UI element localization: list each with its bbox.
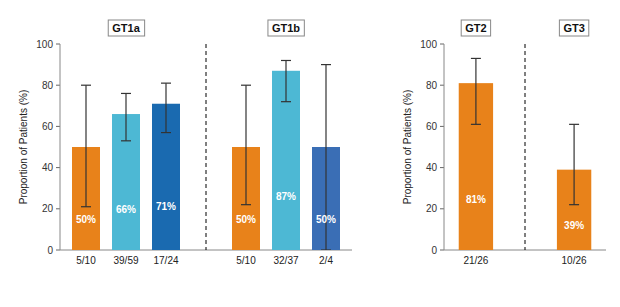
y-tick (440, 85, 444, 86)
error-bar (281, 60, 291, 101)
y-tick-label: 100 (36, 39, 53, 50)
y-tick-label: 60 (426, 121, 438, 132)
y-axis (60, 44, 61, 250)
data-label: 50% (236, 214, 256, 225)
error-bar-cap (471, 124, 481, 125)
category-label: 5/10 (236, 255, 256, 266)
panel-title-box (108, 20, 144, 36)
y-tick (56, 250, 60, 251)
error-bar-cap (81, 206, 91, 207)
error-bar-cap (281, 60, 291, 61)
error-bar-cap (81, 85, 91, 86)
error-bar-cap (281, 101, 291, 102)
error-bar-stem (245, 85, 246, 204)
error-bar (471, 58, 481, 124)
y-tick (56, 126, 60, 127)
y-tick (440, 167, 444, 168)
error-bar-cap (161, 83, 171, 84)
error-bar-cap (321, 64, 331, 65)
panel-separator (206, 44, 207, 250)
y-axis (444, 44, 445, 250)
y-axis-label: Proportion of Patients (%) (18, 90, 29, 205)
panel-separator (525, 44, 526, 250)
panel-group: 0 20 40 60 80 100 Proportion of Patients (%) 81… (402, 20, 606, 266)
panel-title-box (268, 20, 304, 36)
error-bar (569, 124, 579, 204)
error-bar-stem (165, 83, 166, 132)
y-tick-label: 40 (42, 162, 54, 173)
category-label: 10/26 (562, 255, 587, 266)
data-label: 66% (116, 204, 136, 215)
chart: 0 20 40 60 80 100 Proportion of Patients (%) 50… (0, 0, 620, 307)
data-label: 39% (564, 220, 584, 231)
y-tick (440, 126, 444, 127)
category-label: 21/26 (463, 255, 488, 266)
y-tick-label: 40 (426, 162, 438, 173)
error-bar-cap (241, 204, 251, 205)
category-label: 32/37 (273, 255, 298, 266)
category-label: 17/24 (153, 255, 178, 266)
error-bar-cap (321, 249, 331, 250)
category-label: 5/10 (76, 255, 96, 266)
error-bar-stem (475, 58, 476, 124)
panel-title: GT2 (465, 22, 486, 34)
error-bar (121, 93, 131, 140)
data-label: 71% (156, 201, 176, 212)
y-tick (440, 208, 444, 209)
y-tick-label: 60 (42, 121, 54, 132)
error-bar-cap (569, 124, 579, 125)
data-label: 87% (276, 191, 296, 202)
y-tick (56, 44, 60, 45)
data-label: 81% (466, 194, 486, 205)
error-bar-cap (161, 132, 171, 133)
y-tick-label: 0 (47, 245, 53, 256)
error-bar-stem (85, 85, 86, 207)
error-bar-cap (241, 85, 251, 86)
error-bar (241, 85, 251, 204)
y-tick-label: 100 (420, 39, 437, 50)
data-label: 50% (316, 214, 336, 225)
y-tick (56, 167, 60, 168)
category-label: 2/4 (319, 255, 333, 266)
error-bar-cap (471, 58, 481, 59)
error-bar-cap (569, 204, 579, 205)
panel-title: GT1b (272, 22, 300, 34)
error-bar (161, 83, 171, 132)
y-tick (56, 85, 60, 86)
y-tick-label: 80 (42, 80, 54, 91)
category-label: 39/59 (113, 255, 138, 266)
panel-title-box (461, 20, 490, 36)
error-bar-stem (125, 93, 126, 140)
error-bar-cap (121, 140, 131, 141)
y-axis-label: Proportion of Patients (%) (402, 90, 413, 205)
error-bar-stem (573, 124, 574, 204)
y-tick (440, 250, 444, 251)
y-tick-label: 20 (42, 203, 54, 214)
error-bar-stem (285, 60, 286, 101)
y-tick (440, 44, 444, 45)
panel-group: 0 20 40 60 80 100 Proportion of Patients (%) 50… (18, 20, 352, 266)
y-tick-label: 0 (431, 245, 437, 256)
error-bar (81, 85, 91, 207)
panel-title: GT1a (112, 22, 140, 34)
panel-title: GT3 (563, 22, 584, 34)
data-label: 50% (76, 214, 96, 225)
panel-title-box (559, 20, 588, 36)
error-bar-cap (121, 93, 131, 94)
y-tick-label: 80 (426, 80, 438, 91)
y-tick (56, 208, 60, 209)
y-tick-label: 20 (426, 203, 438, 214)
